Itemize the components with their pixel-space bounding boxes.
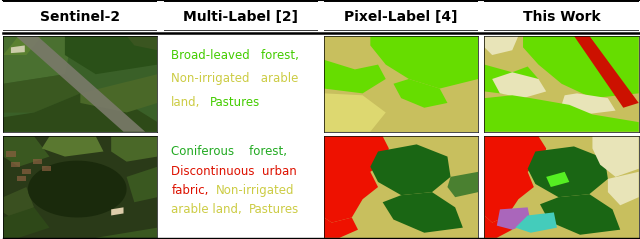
Text: Pastures: Pastures: [210, 97, 260, 109]
Polygon shape: [28, 161, 127, 217]
Polygon shape: [33, 159, 42, 164]
Polygon shape: [81, 74, 157, 113]
Polygon shape: [324, 60, 386, 93]
Polygon shape: [324, 217, 358, 238]
Polygon shape: [497, 207, 531, 230]
Polygon shape: [42, 166, 51, 171]
Polygon shape: [593, 136, 639, 177]
Text: Broad-leaved   forest,: Broad-leaved forest,: [172, 49, 300, 61]
Text: Non-irrigated: Non-irrigated: [216, 184, 294, 196]
Polygon shape: [484, 216, 512, 238]
Polygon shape: [324, 93, 386, 132]
Polygon shape: [546, 172, 570, 187]
Polygon shape: [447, 172, 478, 197]
Polygon shape: [17, 176, 26, 181]
Polygon shape: [324, 136, 389, 223]
Text: Discontinuous  urban: Discontinuous urban: [172, 165, 297, 178]
Polygon shape: [96, 228, 157, 238]
Polygon shape: [15, 36, 145, 132]
Polygon shape: [523, 36, 639, 98]
Polygon shape: [540, 194, 620, 235]
Polygon shape: [11, 162, 20, 167]
Polygon shape: [484, 65, 538, 95]
Polygon shape: [42, 136, 104, 157]
Polygon shape: [484, 136, 546, 223]
Polygon shape: [394, 79, 447, 108]
Polygon shape: [3, 207, 49, 238]
Polygon shape: [111, 136, 157, 162]
Text: This Work: This Work: [523, 11, 600, 24]
Text: fabric,: fabric,: [172, 184, 209, 196]
Text: Non-irrigated   arable: Non-irrigated arable: [172, 72, 299, 86]
Polygon shape: [11, 45, 25, 53]
Polygon shape: [127, 36, 157, 50]
Polygon shape: [515, 212, 557, 233]
Polygon shape: [492, 72, 546, 98]
Polygon shape: [22, 169, 31, 174]
Text: land,: land,: [172, 97, 201, 109]
Text: Sentinel-2: Sentinel-2: [40, 11, 120, 24]
Text: arable land,: arable land,: [172, 203, 242, 216]
Polygon shape: [371, 144, 451, 195]
Text: Pixel-Label [4]: Pixel-Label [4]: [344, 11, 458, 24]
Polygon shape: [6, 152, 15, 157]
Text: Pastures: Pastures: [248, 203, 299, 216]
Polygon shape: [3, 36, 42, 55]
Polygon shape: [3, 36, 72, 84]
Polygon shape: [484, 36, 518, 55]
Polygon shape: [371, 36, 478, 89]
Polygon shape: [561, 93, 616, 114]
Polygon shape: [111, 207, 124, 216]
Polygon shape: [383, 192, 463, 233]
Text: Multi-Label [2]: Multi-Label [2]: [183, 11, 298, 24]
Polygon shape: [608, 172, 639, 205]
Polygon shape: [3, 93, 157, 132]
Polygon shape: [3, 187, 34, 217]
Text: Coniferous    forest,: Coniferous forest,: [172, 145, 287, 158]
Polygon shape: [127, 167, 157, 202]
Polygon shape: [574, 36, 639, 108]
Polygon shape: [3, 136, 49, 167]
Polygon shape: [3, 74, 81, 113]
Polygon shape: [484, 95, 639, 132]
Polygon shape: [65, 36, 157, 74]
Polygon shape: [527, 147, 608, 197]
